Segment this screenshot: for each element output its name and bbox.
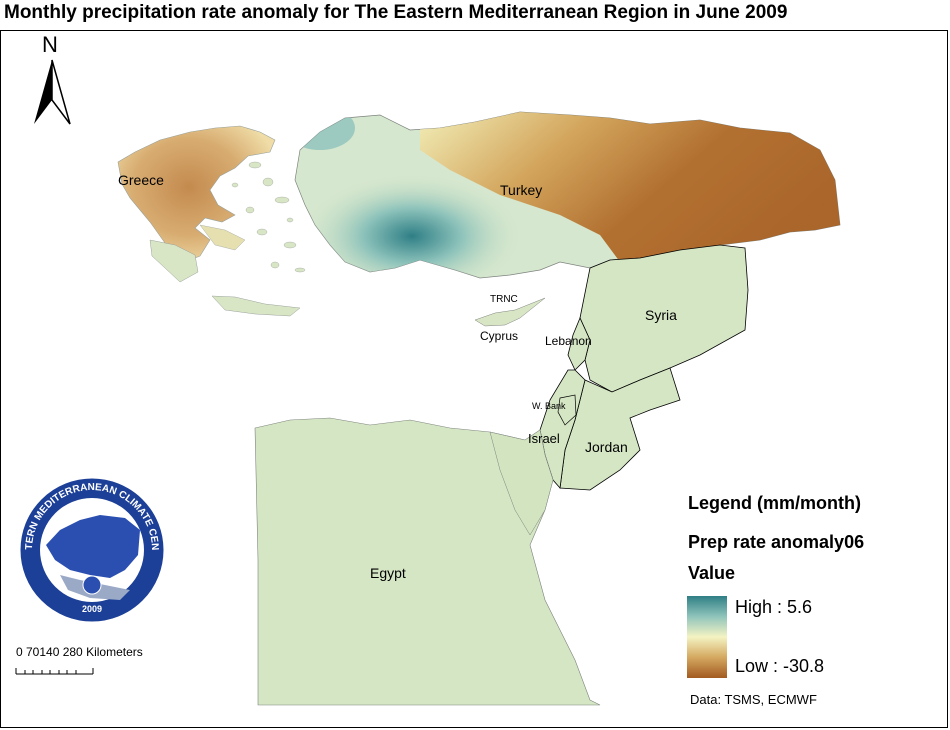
data-source: Data: TSMS, ECMWF: [690, 692, 817, 707]
legend-low: Low : -30.8: [735, 656, 825, 676]
turkey-region: [294, 111, 841, 279]
label-lebanon: Lebanon: [545, 334, 592, 348]
map-frame: [0, 30, 948, 728]
label-cyprus: Cyprus: [480, 329, 518, 343]
label-turkey: Turkey: [500, 182, 542, 198]
label-greece: Greece: [118, 172, 164, 188]
legend-title: Legend (mm/month): [688, 493, 861, 513]
aegean-islands: [231, 161, 306, 273]
label-trnc: TRNC: [490, 294, 518, 305]
scale-bar-label: 0 70140 280 Kilometers: [16, 645, 143, 659]
legend-high: High : 5.6: [735, 597, 813, 617]
label-syria: Syria: [645, 307, 677, 323]
westbank-region: [557, 394, 577, 426]
legend-layer-name: Prep rate anomaly06: [688, 532, 865, 552]
label-egypt: Egypt: [370, 565, 406, 581]
legend-color-ramp: [687, 596, 727, 678]
legend-value-label: Value: [688, 563, 736, 583]
emcc-logo-icon: EASTERN MEDITERRANEAN CLIMATE CENTRE 200…: [0, 0, 165, 623]
map-title: Monthly precipitation rate anomaly for T…: [4, 2, 788, 23]
scale-bar: [15, 668, 94, 675]
greece-region: [117, 125, 301, 317]
logo-ring-text: EASTERN MEDITERRANEAN CLIMATE CENTRE: [0, 0, 160, 551]
label-israel: Israel: [528, 431, 560, 446]
north-arrow-icon: [34, 59, 71, 125]
label-jordan: Jordan: [585, 439, 628, 455]
north-arrow-label: N: [42, 32, 58, 57]
cyprus-island: [474, 297, 546, 327]
logo-year: 2009: [82, 604, 102, 614]
sinai-region: [489, 429, 554, 536]
svg-text:EASTERN MEDITERRANEAN CLIMATE: EASTERN MEDITERRANEAN CLIMATE CENTRE: [0, 0, 160, 551]
label-wbank: W. Bank: [532, 401, 566, 411]
